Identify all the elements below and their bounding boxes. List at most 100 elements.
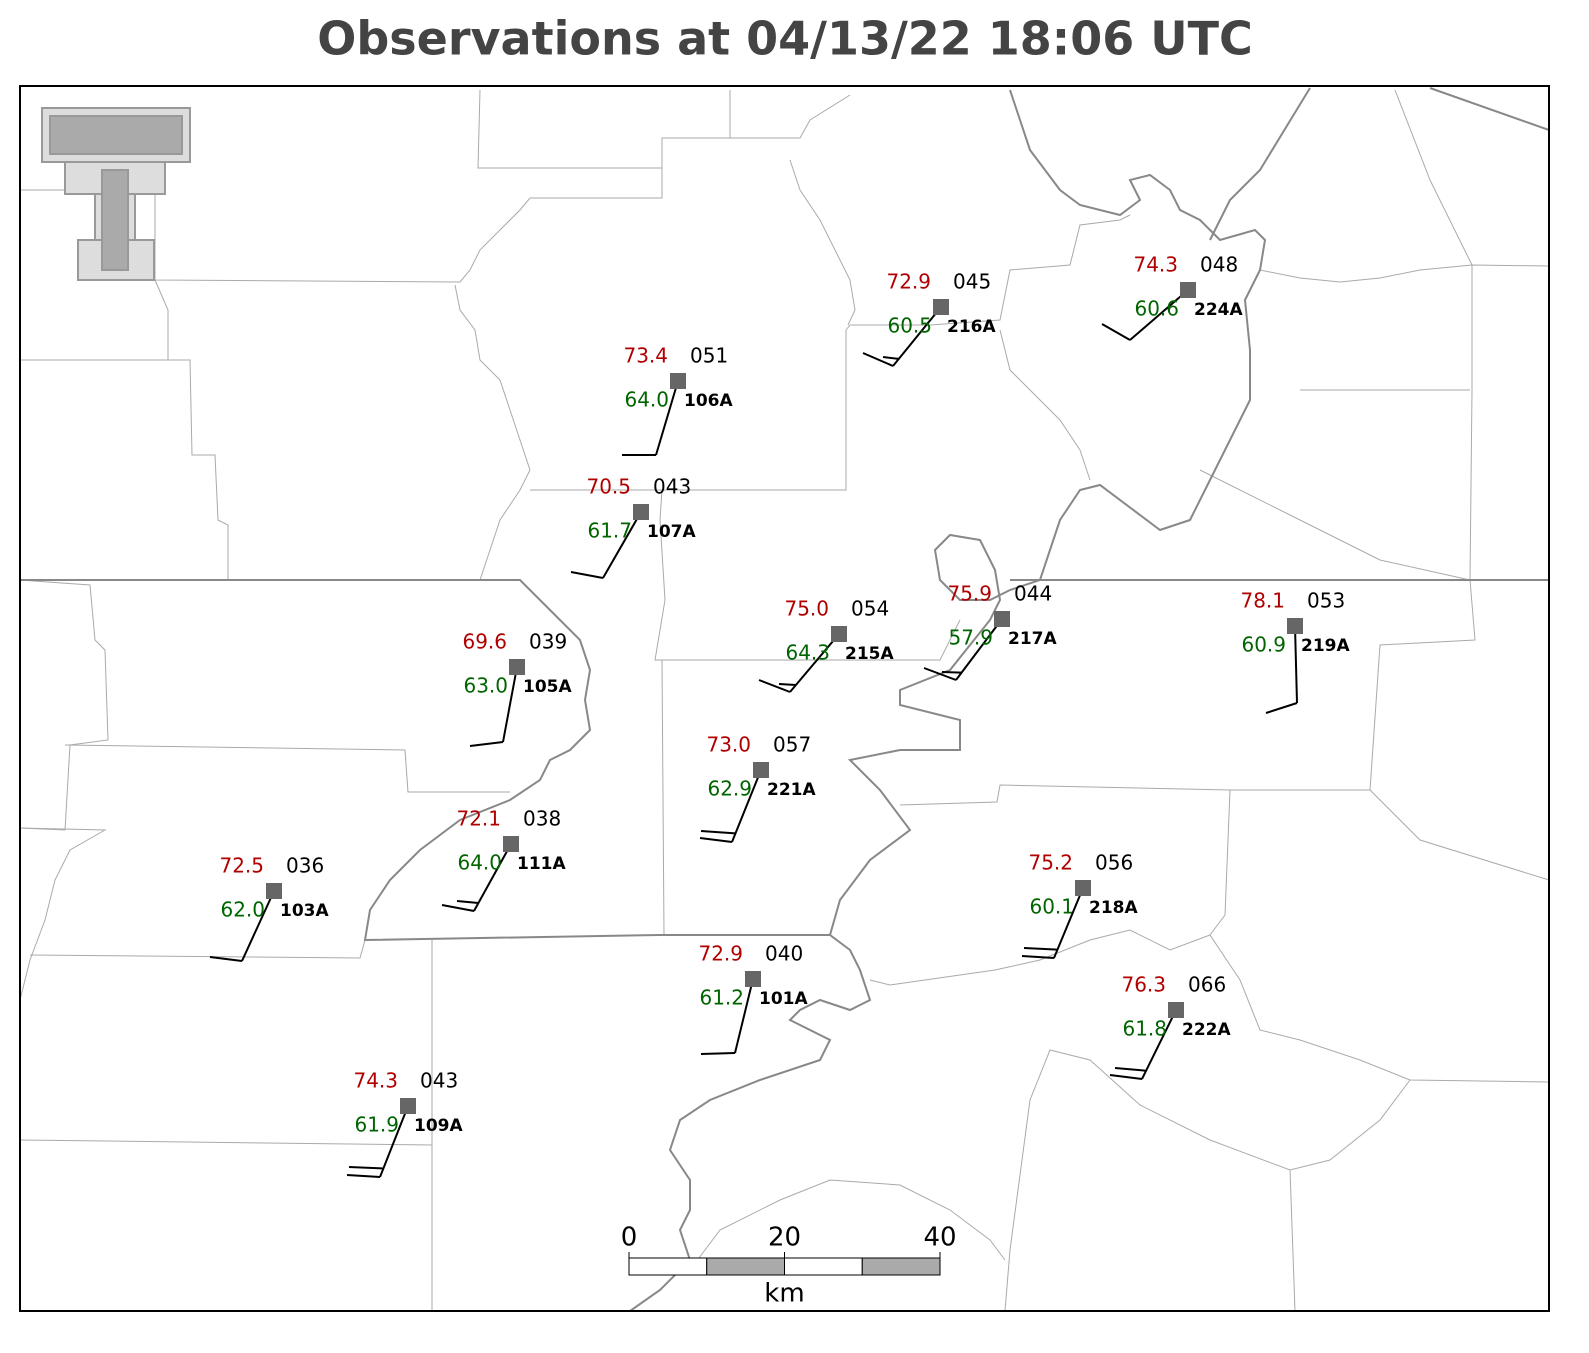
temperature: 72.1 <box>456 807 501 831</box>
scale-segment <box>784 1257 863 1276</box>
wind-barb <box>862 352 894 367</box>
temperature: 72.9 <box>886 270 931 294</box>
pressure: 066 <box>1188 973 1226 997</box>
station-id: 101A <box>759 989 808 1009</box>
wind-barb <box>469 741 504 747</box>
dewpoint: 64.0 <box>457 851 502 875</box>
wind-barb <box>941 671 962 674</box>
dewpoint: 61.9 <box>354 1113 399 1137</box>
wind-barb <box>1114 1067 1147 1072</box>
dewpoint: 61.7 <box>587 519 632 543</box>
title: Observations at 04/13/22 18:06 UTC <box>317 12 1252 66</box>
dewpoint: 64.3 <box>785 641 830 665</box>
temperature: 74.3 <box>1133 253 1178 277</box>
temperature: 73.4 <box>623 344 668 368</box>
pressure: 038 <box>523 807 561 831</box>
station-id: 109A <box>414 1116 463 1136</box>
station-marker <box>266 883 282 899</box>
wind-barb <box>1023 947 1058 951</box>
station: 73.4 051 64.0 106A <box>622 344 733 456</box>
station-marker <box>400 1098 416 1114</box>
wind-barb <box>570 571 604 579</box>
temperature: 69.6 <box>462 630 507 654</box>
pressure: 043 <box>653 475 691 499</box>
map-frame <box>19 85 1550 1312</box>
temperature: 72.9 <box>698 942 743 966</box>
station-id: 107A <box>647 522 696 542</box>
station: 75.2 056 60.1 218A <box>1021 851 1138 959</box>
pressure: 044 <box>1014 582 1052 606</box>
temperature: 72.5 <box>219 854 264 878</box>
dewpoint: 60.1 <box>1029 895 1074 919</box>
station-id: 103A <box>280 901 329 921</box>
pressure: 036 <box>286 854 324 878</box>
pressure: 056 <box>1095 851 1133 875</box>
pressure: 045 <box>953 270 991 294</box>
station-id: 224A <box>1194 300 1243 320</box>
temperature: 75.0 <box>784 597 829 621</box>
wind-staff <box>892 306 942 367</box>
station-id: 222A <box>1182 1020 1231 1040</box>
dewpoint: 57.9 <box>948 626 993 650</box>
wind-barb <box>346 1174 381 1178</box>
station: 74.3 048 60.6 224A <box>1101 253 1243 341</box>
stations: 73.4 051 64.0 106A 70.5 043 61.7 107A 72.9 045 60.… <box>209 253 1350 1178</box>
temperature: 74.3 <box>353 1069 398 1093</box>
pressure: 039 <box>529 630 567 654</box>
dewpoint: 64.0 <box>624 388 669 412</box>
scale-unit: km <box>764 1279 804 1309</box>
pressure: 053 <box>1307 589 1345 613</box>
scale-label: 20 <box>768 1223 801 1253</box>
temperature: 76.3 <box>1121 973 1166 997</box>
basemap <box>19 87 1550 1312</box>
station: 69.6 039 63.0 105A <box>462 630 572 747</box>
station-marker <box>933 299 949 315</box>
pressure: 057 <box>773 733 811 757</box>
temperature: 78.1 <box>1240 589 1285 613</box>
station: 72.5 036 62.0 103A <box>209 854 329 962</box>
station-id: 219A <box>1301 636 1350 656</box>
station: 73.0 057 62.9 221A <box>699 733 816 843</box>
station: 74.3 043 61.9 109A <box>346 1069 463 1178</box>
scale-bar: 0 20 40 km <box>621 1223 957 1309</box>
wind-barb <box>758 679 791 693</box>
station-marker <box>670 373 686 389</box>
wind-barb <box>700 1052 736 1055</box>
scale-label: 40 <box>923 1223 956 1253</box>
dewpoint: 61.8 <box>1122 1017 1167 1041</box>
scale-label: 0 <box>621 1223 638 1253</box>
wind-barb <box>700 830 736 835</box>
station-marker <box>994 611 1010 627</box>
wind-barb <box>1109 1074 1143 1080</box>
station-marker <box>503 836 519 852</box>
scale-segment <box>628 1257 708 1276</box>
station: 70.5 043 61.7 107A <box>570 475 696 579</box>
temperature: 70.5 <box>586 475 631 499</box>
station-marker <box>831 626 847 642</box>
pressure: 054 <box>851 597 889 621</box>
wind-staff <box>1294 625 1298 704</box>
station-id: 105A <box>523 677 572 697</box>
dewpoint: 62.9 <box>707 777 752 801</box>
station-id: 215A <box>845 644 894 664</box>
wind-barb <box>1265 702 1298 714</box>
dewpoint: 61.2 <box>699 986 744 1010</box>
wind-barb <box>778 683 796 687</box>
station: 72.9 045 60.5 216A <box>862 270 996 367</box>
station-marker <box>509 659 525 675</box>
pressure: 051 <box>690 344 728 368</box>
pressure: 040 <box>765 942 803 966</box>
wind-barb <box>456 900 479 904</box>
wind-barb <box>441 904 475 912</box>
station-id: 111A <box>517 854 566 874</box>
dewpoint: 60.6 <box>1134 297 1179 321</box>
wind-staff <box>502 666 518 743</box>
pressure: 043 <box>420 1069 458 1093</box>
station-id: 218A <box>1089 898 1138 918</box>
wind-staff <box>241 890 275 962</box>
station: 78.1 053 60.9 219A <box>1240 589 1350 714</box>
station-marker <box>1287 618 1303 634</box>
temperature: 75.9 <box>947 582 992 606</box>
temperature: 75.2 <box>1028 851 1073 875</box>
